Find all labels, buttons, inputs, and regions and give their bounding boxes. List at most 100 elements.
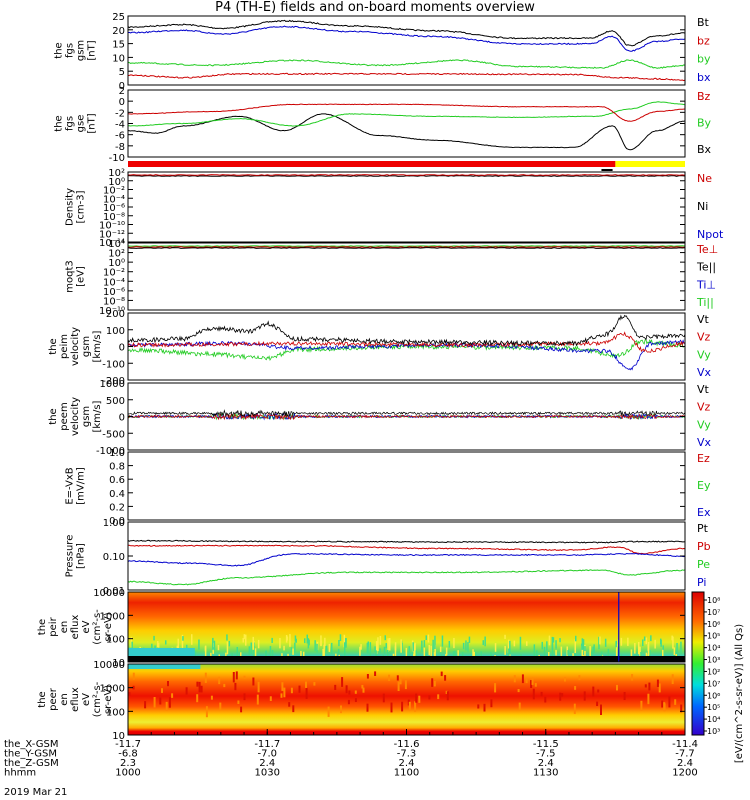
panel-p3-frame (127, 171, 686, 243)
panel-p3-ytick-label: 10⁻¹² (99, 229, 125, 240)
panel-p7-ytick-label: 0.6 (109, 475, 125, 486)
xaxis-tick-label: 1030 (255, 768, 280, 779)
panel-p6-ytick-label: -1000 (96, 446, 125, 457)
panel-p5-ylabel: [km/s] (92, 330, 103, 362)
panel-p8-frame (127, 521, 686, 591)
panel-p6-legend-entry: Vz (697, 401, 711, 414)
panel-p5-ylabel: the (48, 338, 59, 354)
panel-p10-ylabel: en (59, 693, 70, 706)
panel-p1-legend-entry: bx (697, 71, 711, 84)
panel-p4-legend-entry: Te⊥ (696, 243, 718, 256)
colorbar-tick-label: 10⁵ (707, 703, 720, 712)
colorbar-tick-label: 10⁵ (707, 632, 720, 641)
panel-p6-ylabel: the (48, 408, 59, 424)
panel-p7-ytick-label: 1.0 (109, 448, 125, 459)
panel-p4-ytick-label: 10⁻¹⁰ (99, 306, 125, 317)
colorbar-label: [eV/(cm^2-s-sr-eV)] (All Qs) (734, 624, 745, 763)
colorbar-tick-label: 10³ (707, 656, 720, 665)
series-line-Vt (128, 314, 685, 347)
panel-p8-ytick-label: 0.01 (103, 586, 125, 597)
xaxis-tick-label: -11.7 (254, 739, 280, 750)
panel-p4-ytick-label: 10⁻⁸ (103, 296, 125, 307)
panel-p3-legend-entry: Ne (697, 172, 712, 185)
panel-p6-legend-entry: Vx (697, 436, 712, 449)
series-line-Pt (128, 539, 685, 544)
panel-p9-ylabel: sr-eV) (103, 612, 114, 641)
panel-p3-ytick-label: 10⁻¹⁰ (99, 221, 125, 232)
panel-p2-frame (127, 89, 686, 158)
panel-p5-ylabel: peim (59, 334, 70, 359)
panel-p4-ytick-label: 10² (108, 249, 125, 260)
panel-p9-ylabel: en (59, 621, 70, 634)
panel-p1-ylabel: gsm (76, 40, 87, 61)
panel-p3-legend-entry: Npot (697, 228, 724, 241)
quality-bar-yellow (615, 161, 685, 167)
xaxis-tick-label: 1000 (115, 768, 140, 779)
panel-p1-ylabel: the (54, 42, 65, 58)
xaxis-tick-label: 2.4 (399, 758, 415, 769)
panel-p1-legend-entry: bz (697, 34, 710, 47)
panel-p1-ytick-label: 0 (119, 81, 125, 92)
panel-p8-ylabel: [nPa] (76, 543, 87, 569)
series-line-By (128, 101, 685, 127)
panel-p5-frame (127, 312, 686, 381)
panel-p5-legend-entry: Vx (697, 366, 712, 379)
panel-p5-legend-entry: Vt (697, 313, 710, 326)
series-line-Te-par (128, 247, 685, 249)
xaxis-row-label: hhmm (4, 768, 36, 779)
panel-p1-frame (127, 15, 686, 86)
panel-p10-ylabel: eflux (70, 687, 81, 712)
panel-p10-ytick-label: 1000 (100, 684, 125, 695)
panel-p5-ylabel: gsm (81, 336, 92, 357)
xaxis-tick-label: 2.4 (259, 758, 275, 769)
xaxis-tick-label: 1130 (533, 768, 558, 779)
spectrogram-electrons (128, 664, 685, 735)
xaxis-tick-label: -7.0 (257, 749, 277, 760)
panel-p3-ytick-label: 10⁻⁶ (103, 203, 125, 214)
xaxis-tick-label: 1100 (394, 768, 419, 779)
xaxis-tick-label: -6.8 (118, 749, 138, 760)
panel-p8-ytick-label: 1.00 (103, 518, 125, 529)
panel-p7-legend-entry: Ex (697, 506, 711, 519)
panel-p4-legend-entry: Te|| (696, 261, 716, 274)
panel-p9-ylabel: eflux (70, 615, 81, 640)
panel-p7-ytick-label: 0.2 (109, 502, 125, 513)
panel-p5-ytick-label: 0 (119, 343, 125, 354)
panel-p4-ylabel: [eV] (76, 266, 87, 287)
series-line-by (128, 59, 685, 69)
colorbar (691, 591, 705, 736)
panel-p8-legend-entry: Pb (697, 540, 711, 553)
panel-p2-content (128, 101, 685, 151)
panel-p2-ylabel: the (54, 115, 65, 131)
panel-p2-ylabel: fgs (65, 116, 76, 131)
panel-p6-legend-entry: Vt (697, 383, 710, 396)
panel-p4-legend-entry: Ti|| (696, 296, 714, 309)
panel-p3-ytick-label: 10⁰ (108, 177, 125, 188)
panel-p7-ylabel: E=-VxB (65, 467, 76, 504)
xaxis-row-label: the_Z-GSM (4, 758, 59, 769)
panel-p7-ytick-label: 0.0 (109, 516, 125, 527)
panel-p8-content (128, 539, 685, 586)
panel-p9-ylabel: the (37, 619, 48, 635)
series-line-Pe (128, 569, 685, 586)
spectrogram-ions-spike (618, 592, 620, 662)
panel-p6-content (128, 409, 685, 421)
panel-p4-ytick-label: 10⁴ (108, 239, 125, 250)
panel-p10-ylabel: (cm²-s- (92, 681, 103, 717)
panel-p5-content (128, 314, 685, 371)
panel-p7-legend-entry: Ey (697, 479, 711, 492)
panel-p6-ytick-label: 1000 (100, 379, 125, 390)
panel-p2-legend-entry: Bz (697, 90, 711, 103)
xaxis-tick-label: -11.7 (115, 739, 141, 750)
panel-p4-ytick-label: 10⁰ (108, 258, 125, 269)
panel-p1-ylabel: [nT] (87, 40, 98, 60)
panel-p2-ylabel: gse (76, 115, 87, 133)
panel-p10-ylabel: eV (81, 693, 92, 706)
panel-p5-ylabel: velocity (70, 327, 81, 366)
panel-p2-ytick-label: 0 (119, 97, 125, 108)
chart-title: P4 (TH-E) fields and on-board moments ov… (215, 0, 535, 15)
xaxis-date: 2019 Mar 21 (4, 787, 67, 798)
colorbar-tick-label: 10⁷ (707, 608, 720, 617)
series-line-Pb (128, 544, 685, 555)
series-line-Bz (128, 103, 685, 122)
